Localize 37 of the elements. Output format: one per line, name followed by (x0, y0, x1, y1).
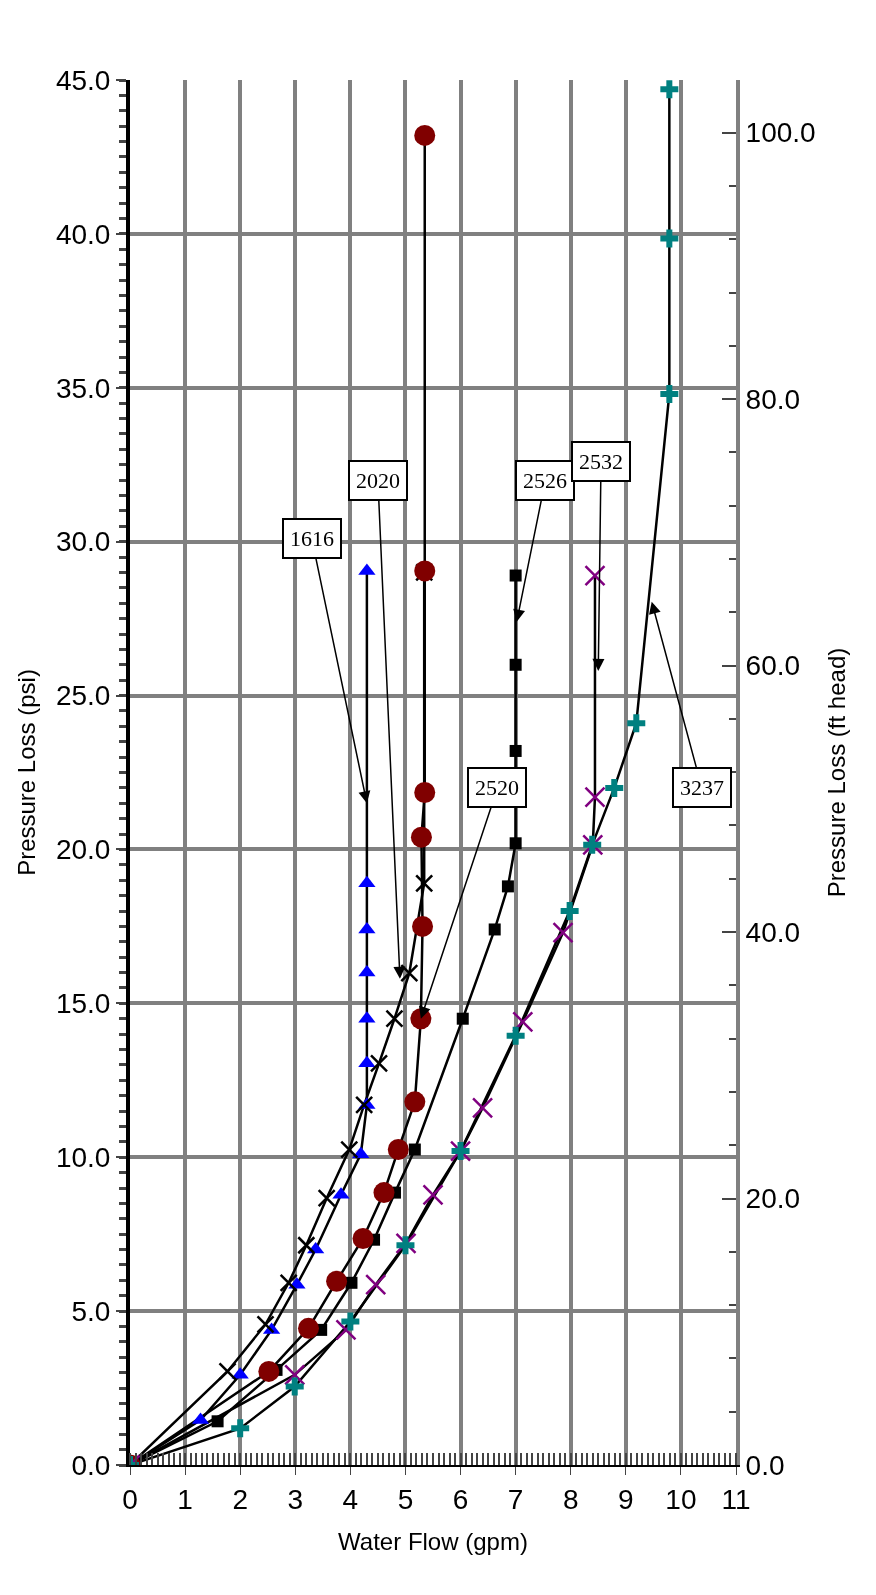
y-tick-label: 10.0 (55, 1142, 111, 1174)
y2-axis-title: Pressure Loss (ft head) (823, 647, 851, 898)
y-axis-title: Pressure Loss (psi) (12, 669, 40, 876)
x-tick-label: 9 (618, 1483, 634, 1515)
y-tick-label: 20.0 (55, 834, 111, 866)
x-tick-label: 8 (562, 1483, 579, 1515)
annotation: 1616 (290, 526, 334, 551)
y2-tick-label: 80.0 (745, 383, 801, 415)
x-tick-label: 5 (397, 1483, 414, 1515)
y2-tick-label: 0.0 (745, 1449, 785, 1481)
annotation: 2526 (523, 468, 567, 493)
y2-tick-label: 40.0 (745, 916, 801, 948)
annotation: 2520 (475, 775, 519, 800)
y-tick-label: 45.0 (55, 64, 111, 96)
y-tick-label: 40.0 (55, 218, 111, 250)
y-tick-label: 5.0 (71, 1295, 111, 1327)
y2-tick-label: 100.0 (745, 117, 816, 149)
y-tick-label: 25.0 (55, 680, 111, 712)
annotation: 3237 (680, 775, 724, 800)
x-tick-label: 3 (287, 1483, 304, 1515)
x-tick-label: 0 (122, 1483, 138, 1515)
y-tick-label: 15.0 (55, 988, 111, 1020)
annotation: 2532 (579, 449, 623, 474)
x-tick-label: 6 (452, 1483, 469, 1515)
annotation: 2020 (356, 468, 400, 493)
x-tick-label: 10 (665, 1483, 697, 1515)
x-tick-label: 11 (721, 1483, 751, 1515)
y-tick-label: 0.0 (71, 1449, 111, 1481)
y-tick-label: 35.0 (55, 372, 111, 404)
y-tick-label: 30.0 (55, 526, 111, 558)
x-tick-label: 4 (342, 1483, 359, 1515)
x-tick-label: 7 (507, 1483, 524, 1515)
x-tick-label: 2 (232, 1483, 248, 1515)
x-tick-label: 1 (177, 1483, 193, 1515)
y2-tick-label: 20.0 (745, 1183, 801, 1215)
x-axis-title: Water Flow (gpm) (338, 1528, 528, 1556)
y2-tick-label: 60.0 (745, 650, 801, 682)
